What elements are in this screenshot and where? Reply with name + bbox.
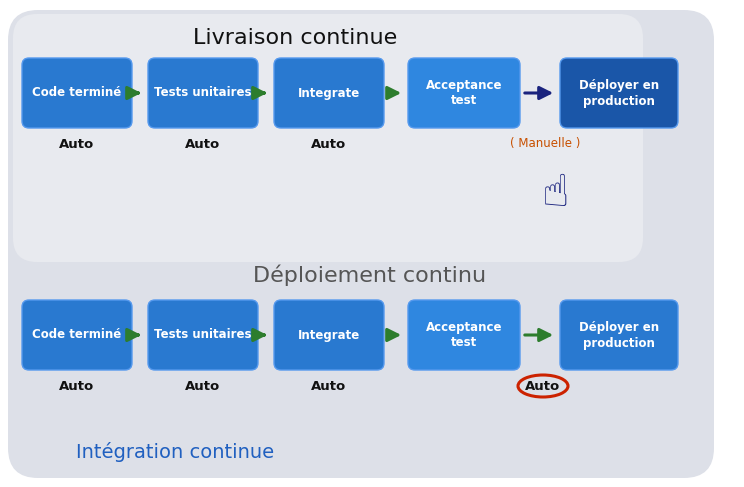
FancyBboxPatch shape	[408, 58, 520, 128]
Text: Acceptance
test: Acceptance test	[426, 320, 502, 350]
FancyBboxPatch shape	[8, 10, 714, 478]
FancyBboxPatch shape	[560, 58, 678, 128]
FancyBboxPatch shape	[560, 300, 678, 370]
Text: Déployer en
production: Déployer en production	[579, 320, 659, 350]
Text: ( Manuelle ): ( Manuelle )	[510, 137, 580, 150]
Text: Tests unitaires: Tests unitaires	[154, 87, 251, 99]
Text: Code terminé: Code terminé	[33, 329, 121, 341]
Text: Auto: Auto	[312, 137, 347, 150]
FancyBboxPatch shape	[408, 300, 520, 370]
FancyBboxPatch shape	[148, 58, 258, 128]
Text: Déploiement continu: Déploiement continu	[254, 264, 487, 286]
FancyBboxPatch shape	[274, 58, 384, 128]
Text: Auto: Auto	[525, 379, 561, 393]
Text: Auto: Auto	[185, 137, 221, 150]
Text: Integrate: Integrate	[298, 87, 360, 99]
FancyBboxPatch shape	[22, 300, 132, 370]
Text: Livraison continue: Livraison continue	[193, 28, 397, 48]
Text: Auto: Auto	[185, 379, 221, 393]
Text: Intégration continue: Intégration continue	[76, 442, 274, 462]
Text: Auto: Auto	[60, 379, 94, 393]
FancyBboxPatch shape	[13, 14, 643, 262]
Text: Auto: Auto	[312, 379, 347, 393]
Text: Code terminé: Code terminé	[33, 87, 121, 99]
Text: Tests unitaires: Tests unitaires	[154, 329, 251, 341]
FancyBboxPatch shape	[274, 300, 384, 370]
FancyBboxPatch shape	[148, 300, 258, 370]
Text: Déployer en
production: Déployer en production	[579, 78, 659, 108]
Text: Integrate: Integrate	[298, 329, 360, 341]
Text: Acceptance
test: Acceptance test	[426, 78, 502, 108]
Text: Auto: Auto	[60, 137, 94, 150]
FancyBboxPatch shape	[22, 58, 132, 128]
Text: ☜: ☜	[527, 172, 569, 212]
